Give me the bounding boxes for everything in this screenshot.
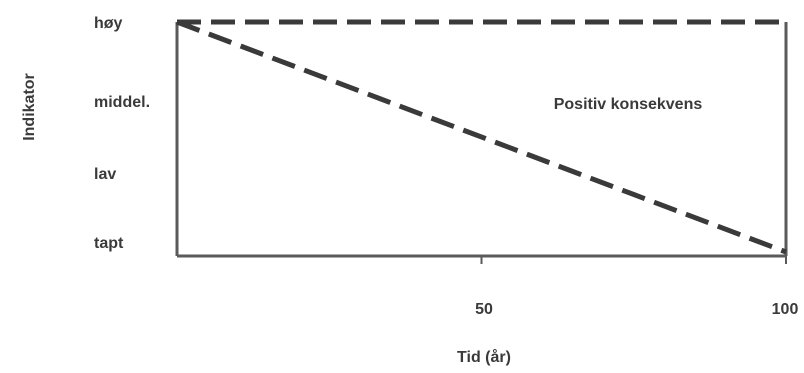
- x-tick-label-100: 100: [772, 301, 799, 318]
- annotation-positiv-konsekvens: Positiv konsekvens: [554, 96, 703, 113]
- y-tick-label-tapt: tapt: [94, 235, 124, 252]
- x-axis-title: Tid (år): [457, 348, 511, 366]
- x-tick-label-50: 50: [475, 301, 493, 318]
- y-axis-title: Indikator: [21, 73, 38, 141]
- y-tick-label-middel: middel.: [94, 94, 150, 111]
- y-tick-label-hoy: høy: [94, 15, 123, 32]
- y-tick-label-lav: lav: [94, 166, 116, 183]
- series-line-2: [176, 19, 787, 255]
